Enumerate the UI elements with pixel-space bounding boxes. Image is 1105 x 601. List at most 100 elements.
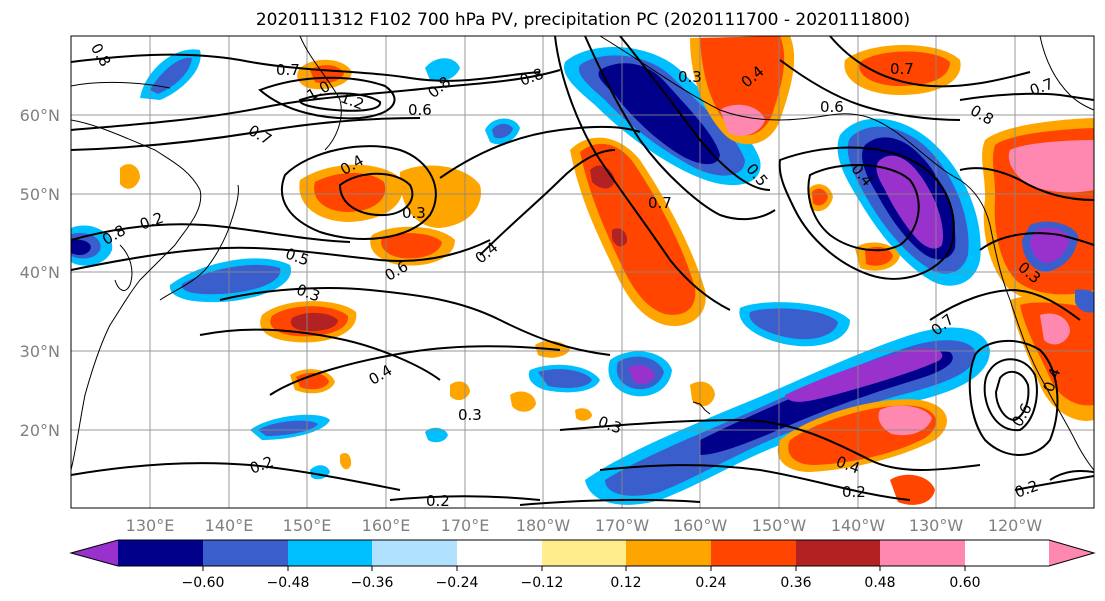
contour-label: 0.6 bbox=[408, 101, 432, 119]
contour-line bbox=[298, 92, 381, 112]
contour-label: 0.3 bbox=[678, 68, 702, 86]
coastline-asia bbox=[71, 119, 202, 471]
contour-label: 0.7 bbox=[890, 60, 914, 78]
contour-line bbox=[959, 167, 1094, 201]
contour-label: 0.7 bbox=[276, 61, 300, 79]
colorbar-segment bbox=[288, 540, 372, 566]
colorbar-tick-label: −0.60 bbox=[182, 575, 225, 591]
colorbar-tick-label: −0.24 bbox=[436, 575, 479, 591]
contour-label: 0.2 bbox=[842, 483, 866, 501]
colorbar: −0.60 −0.48 −0.36 −0.24 −0.12 0.12 0.24 … bbox=[69, 539, 1096, 591]
lon-label: 140°E bbox=[205, 516, 254, 535]
contour-line bbox=[219, 287, 611, 356]
shade-feature-alaska-orange bbox=[690, 36, 795, 145]
contour-line bbox=[778, 146, 955, 280]
contour-line bbox=[979, 232, 1094, 251]
contour-line bbox=[599, 464, 911, 501]
lon-label: 120°W bbox=[988, 516, 1043, 535]
colorbar-tick-label: 0.24 bbox=[695, 575, 726, 591]
coastline-alaska bbox=[599, 36, 991, 226]
lon-label: 150°W bbox=[752, 516, 807, 535]
lon-label: 130°W bbox=[909, 516, 964, 535]
lon-label: 160°E bbox=[362, 516, 411, 535]
colorbar-segment bbox=[542, 540, 626, 566]
contour-line bbox=[71, 69, 561, 131]
coastline-kamchatka bbox=[299, 36, 342, 151]
shade-feature-subtropical-blue-band bbox=[250, 302, 990, 505]
lat-label: 60°N bbox=[20, 106, 60, 125]
colorbar-segment bbox=[796, 540, 880, 566]
colorbar-tick-label: −0.12 bbox=[521, 575, 564, 591]
shade-feature-kamchatka-south bbox=[299, 164, 481, 266]
contour-line bbox=[959, 92, 1094, 101]
contour-line bbox=[258, 76, 396, 120]
lon-label: 180°W bbox=[516, 516, 571, 535]
contour-line bbox=[779, 59, 961, 121]
contour-line bbox=[829, 36, 1031, 88]
contour-line bbox=[929, 288, 1081, 321]
contour-label: 0.6 bbox=[820, 98, 844, 116]
colorbar-segment bbox=[880, 540, 965, 566]
colorbar-segment bbox=[626, 540, 711, 566]
contour-line bbox=[269, 345, 561, 396]
colorbar-segment bbox=[711, 540, 796, 566]
lon-label: 140°W bbox=[831, 516, 886, 535]
colorbar-segment bbox=[203, 540, 288, 566]
contour-line bbox=[71, 117, 421, 151]
contour-line bbox=[519, 498, 701, 506]
contour-line bbox=[807, 163, 920, 252]
colorbar-segment bbox=[118, 540, 203, 566]
contour-line bbox=[71, 223, 351, 243]
colorbar-tick-label: 0.12 bbox=[610, 575, 641, 591]
map-title: 2020111312 F102 700 hPa PV, precipitatio… bbox=[256, 10, 910, 30]
contour-line bbox=[71, 462, 401, 491]
contour-line bbox=[199, 328, 441, 381]
shade-feature-japan-red bbox=[260, 301, 357, 343]
shade-feature-top-blue-small bbox=[425, 58, 460, 82]
colorbar-extend-left bbox=[71, 540, 118, 566]
contour-line bbox=[1014, 475, 1094, 491]
map-frame bbox=[70, 35, 1095, 509]
lat-label: 20°N bbox=[20, 421, 60, 440]
contour-line bbox=[983, 358, 1038, 432]
contour-line bbox=[584, 36, 776, 221]
shade-feature-westcoast-red bbox=[982, 118, 1094, 421]
lat-label: 40°N bbox=[20, 263, 60, 282]
contour-line bbox=[338, 172, 414, 217]
coastline-korea bbox=[114, 244, 133, 291]
lat-label: 30°N bbox=[20, 342, 60, 361]
latitude-labels: 60°N 50°N 40°N 30°N 20°N bbox=[20, 106, 60, 440]
coastline-north-america bbox=[989, 224, 1094, 471]
lon-label: 170°E bbox=[441, 516, 490, 535]
contour-line bbox=[994, 370, 1030, 422]
contour-label: 0.2 bbox=[426, 492, 450, 510]
coastline-hawaii bbox=[692, 401, 711, 415]
contour-line bbox=[71, 53, 541, 82]
colorbar-tick-label: −0.36 bbox=[351, 575, 394, 591]
map-panel: 0.8 0.7 1.0 1.2 0.8 0.6 0.8 0.3 0.4 0.6 … bbox=[71, 36, 1094, 510]
lon-label: 150°E bbox=[283, 516, 332, 535]
contour-label: 0.3 bbox=[458, 406, 482, 424]
contour-line bbox=[280, 145, 437, 240]
colorbar-tick-label: 0.48 bbox=[864, 575, 895, 591]
contour-line bbox=[439, 125, 641, 179]
lon-label: 170°W bbox=[595, 516, 650, 535]
contour-line bbox=[554, 36, 731, 311]
colorbar-tick-label: −0.48 bbox=[267, 575, 310, 591]
pv-contours bbox=[71, 36, 1094, 506]
contour-line bbox=[619, 36, 771, 191]
lat-label: 50°N bbox=[20, 185, 60, 204]
colorbar-segment bbox=[372, 540, 457, 566]
colorbar-segment bbox=[457, 540, 542, 566]
colorbar-extend-right-tip bbox=[1049, 540, 1094, 566]
lon-label: 160°W bbox=[673, 516, 728, 535]
colorbar-ticks bbox=[202, 566, 966, 571]
precipitation-shading bbox=[71, 36, 1094, 505]
shade-feature-topleft-blue bbox=[140, 49, 201, 100]
contour-line bbox=[71, 239, 491, 271]
contour-line bbox=[559, 418, 981, 471]
lon-label: 130°E bbox=[126, 516, 175, 535]
contour-line bbox=[1049, 470, 1094, 481]
contour-line bbox=[479, 149, 616, 256]
